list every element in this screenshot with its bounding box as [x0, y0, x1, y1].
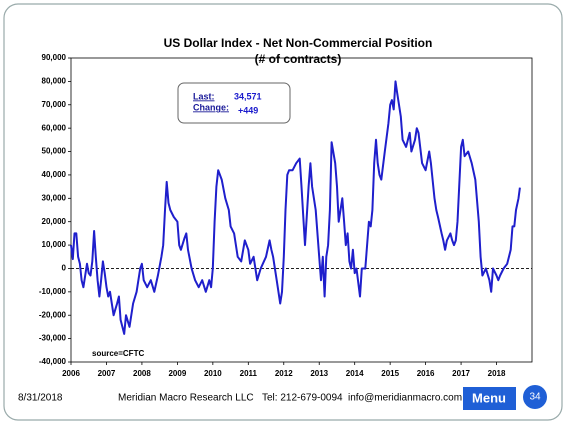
data-line [70, 80, 521, 335]
x-tick-label: 2012 [275, 369, 293, 378]
y-tick-label: 30,000 [42, 193, 67, 202]
y-tick-label: 10,000 [42, 240, 67, 249]
x-tick-label: 2010 [204, 369, 222, 378]
x-tick-label: 2009 [168, 369, 186, 378]
y-tick-label: 40,000 [42, 170, 67, 179]
y-tick-label: 80,000 [42, 76, 67, 85]
y-tick-label: -30,000 [39, 334, 67, 343]
y-tick-label: 70,000 [42, 100, 67, 109]
menu-button[interactable] [463, 387, 516, 410]
y-tick-label: -40,000 [39, 357, 67, 366]
source: source=CFTC [92, 349, 144, 358]
x-tick-label: 2015 [381, 369, 399, 378]
x-tick-label: 2014 [346, 369, 364, 378]
footer-date: 8/31/2018 [18, 393, 63, 404]
footer-company: Meridian Macro Research LLC [118, 393, 254, 404]
info-box [177, 82, 291, 124]
footer-email: info@meridianmacro.com [348, 393, 462, 404]
y-tick-label: 60,000 [42, 123, 67, 132]
slide-frame [3, 3, 563, 421]
last-label: Last: [193, 91, 215, 101]
chart-title: US Dollar Index - Net Non-Commercial Pos… [164, 36, 433, 50]
x-tick-label: 2016 [417, 369, 435, 378]
y-tick-label: 20,000 [42, 217, 67, 226]
chart-subtitle: (# of contracts) [255, 52, 342, 66]
change-label: Change: [193, 102, 229, 112]
page-badge [523, 385, 547, 409]
x-tick-label: 2013 [310, 369, 328, 378]
y-tick-label: -10,000 [39, 287, 67, 296]
x-tick-label: 2007 [98, 369, 116, 378]
x-tick-label: 2008 [133, 369, 151, 378]
page-number: 34 [529, 392, 541, 403]
x-tick-label: 2018 [488, 369, 506, 378]
y-tick-label: 0 [62, 264, 67, 273]
menu-label[interactable]: Menu [472, 390, 506, 405]
x-tick-label: 2017 [452, 369, 470, 378]
x-tick-label: 2011 [240, 369, 258, 378]
footer-phone: Tel: 212-679-0094 [262, 393, 343, 404]
y-tick-label: 50,000 [42, 147, 67, 156]
plot-frame [70, 57, 533, 363]
y-tick-label: 90,000 [42, 53, 67, 62]
change-value: +449 [238, 105, 258, 115]
x-tick-label: 2006 [62, 369, 80, 378]
y-tick-label: -20,000 [39, 310, 67, 319]
last-value: 34,571 [234, 91, 262, 101]
